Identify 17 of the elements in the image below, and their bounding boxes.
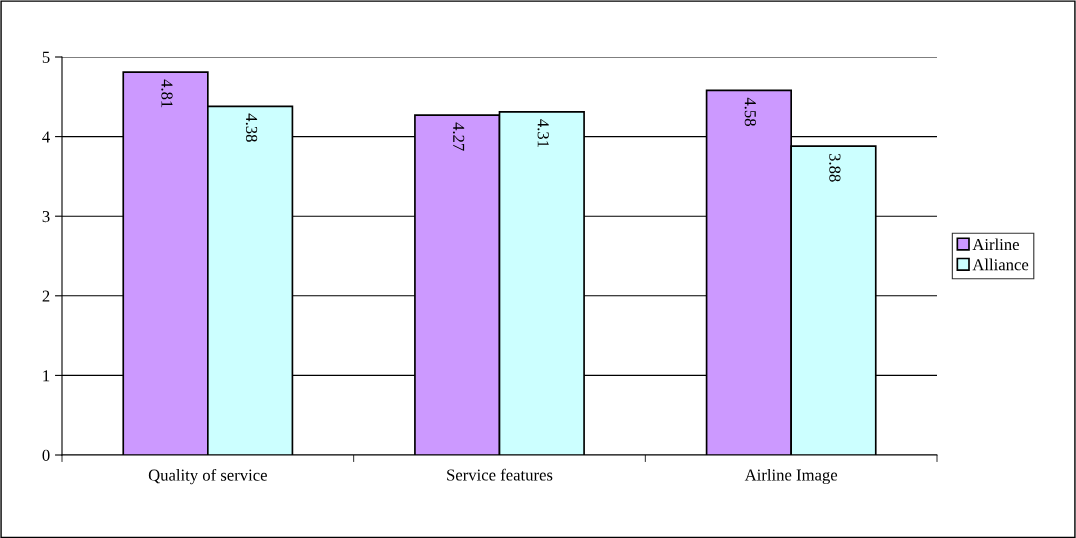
data-label: 4.27 [452,122,465,151]
x-tick-label: Airline Image [744,468,838,485]
data-label: 4.38 [245,113,258,142]
y-tick-label: 0 [42,449,50,461]
x-tick-label: Service features [447,468,553,481]
legend-label: Airline [972,238,1019,251]
data-label: 4.58 [744,97,756,126]
y-tick-label: 5 [42,51,50,63]
data-label: 3.88 [829,153,841,182]
data-label: 4.31 [537,119,549,148]
legend-label: Alliance [972,258,1029,271]
data-label: 4.81 [161,79,173,108]
y-tick-label: 2 [42,290,50,302]
y-tick-label: 3 [42,210,50,223]
x-tick-label: Quality of service [148,468,267,485]
y-tick-label: 1 [43,370,50,382]
y-tick-label: 4 [42,131,50,143]
